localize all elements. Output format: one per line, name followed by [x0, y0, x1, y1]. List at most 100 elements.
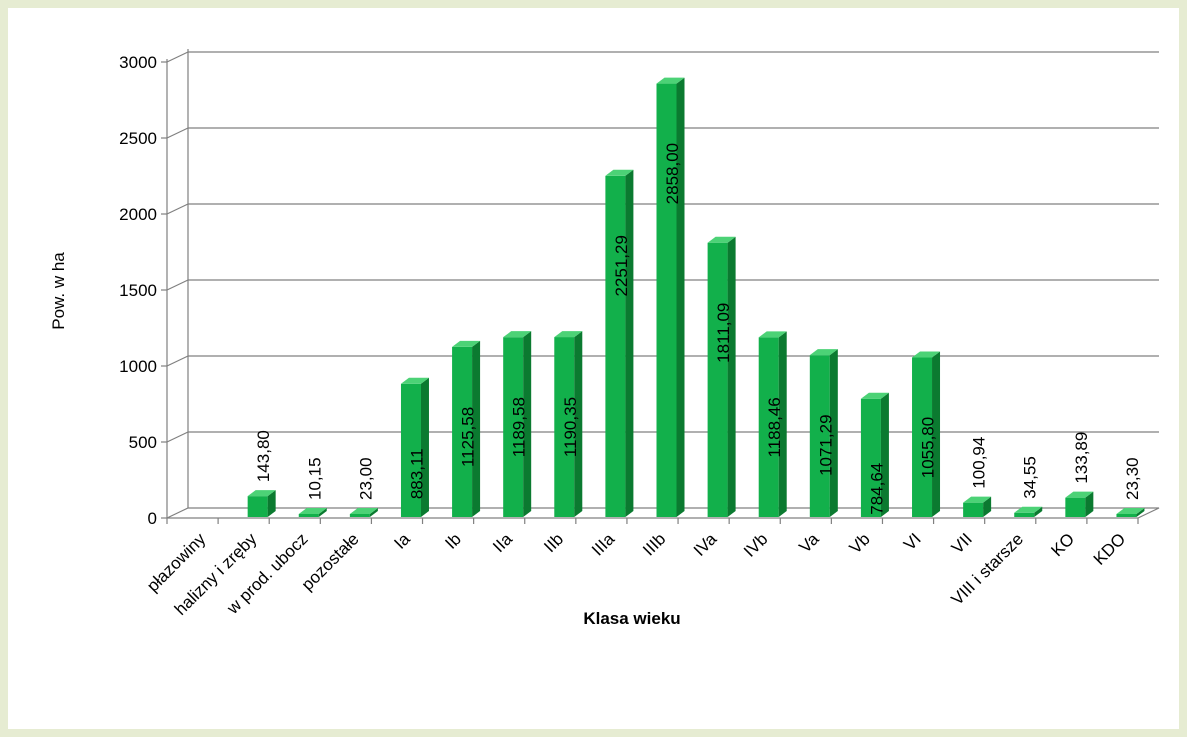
bar-top — [298, 508, 327, 514]
data-label: 1190,35 — [561, 397, 580, 457]
x-tick-label: KDO — [1090, 529, 1129, 568]
bar-top — [707, 236, 736, 243]
y-tick-label: 1500 — [119, 281, 157, 300]
y-tick-label: 500 — [129, 433, 157, 452]
bar-top — [452, 340, 481, 347]
y-tick-label: 3000 — [119, 53, 157, 72]
bar-top — [1116, 508, 1145, 514]
bar-top — [809, 349, 838, 356]
x-axis-label: Klasa wieku — [583, 609, 680, 628]
bar-side — [625, 169, 634, 517]
data-label: 1071,29 — [816, 414, 835, 475]
data-label: 883,11 — [407, 448, 426, 499]
bar-top — [758, 331, 787, 338]
bar — [452, 346, 473, 517]
y-axis-label: Pow. w ha — [49, 252, 68, 330]
data-label: 2251,29 — [612, 235, 631, 296]
bar-side — [880, 392, 889, 517]
bar — [707, 242, 728, 517]
y-tick-label: 2000 — [119, 205, 157, 224]
bar — [1014, 512, 1035, 517]
bar-side — [472, 340, 481, 517]
x-tick-label: IIIb — [639, 529, 669, 559]
data-label: 1055,80 — [919, 417, 938, 478]
y-tick-label: 1000 — [119, 357, 157, 376]
x-tick-label: Va — [795, 529, 823, 557]
bar-top — [400, 377, 429, 384]
bar — [860, 398, 881, 517]
bars — [247, 77, 1145, 518]
bar-side — [369, 508, 378, 517]
gridline-depth — [166, 203, 189, 215]
gridline-depth — [166, 431, 189, 443]
bar — [503, 337, 524, 517]
bar — [758, 337, 779, 517]
bar-top — [912, 351, 941, 358]
bar — [963, 502, 984, 517]
bar-top — [554, 331, 583, 338]
x-tick-label: IVb — [740, 529, 771, 560]
bar — [912, 357, 933, 517]
data-label: 1189,58 — [510, 397, 529, 457]
data-label: 1125,58 — [459, 407, 478, 467]
bar-side — [676, 77, 685, 518]
x-tick-label: IIa — [489, 529, 516, 556]
plot-floor — [166, 507, 1160, 519]
data-label: 34,55 — [1021, 456, 1040, 499]
bar-top — [605, 169, 634, 176]
data-label: 10,15 — [305, 457, 324, 500]
x-tick-label: VI — [900, 529, 925, 554]
bar-top — [860, 392, 889, 399]
bar-top — [1014, 506, 1043, 513]
bar — [1116, 514, 1137, 517]
bar-side — [267, 490, 276, 517]
bar — [298, 514, 319, 517]
bar — [349, 514, 370, 517]
bar-side — [1136, 508, 1145, 517]
bar-side — [1085, 491, 1094, 517]
x-tick-label: Vb — [846, 529, 874, 557]
bar-top — [963, 496, 992, 503]
bar-side — [829, 349, 838, 517]
y-tick-label: 0 — [148, 509, 157, 528]
axes — [166, 49, 1160, 524]
data-label: 784,64 — [867, 463, 886, 515]
data-label: 133,89 — [1072, 432, 1091, 484]
bar-top — [656, 77, 685, 84]
bar — [247, 496, 268, 517]
bar-side — [420, 377, 429, 517]
x-tick-label: IIIa — [588, 529, 619, 560]
bar-side — [1034, 506, 1043, 517]
bar-top — [349, 508, 378, 514]
bar-side — [983, 496, 992, 517]
data-label: 143,80 — [254, 430, 273, 482]
bar-side — [318, 508, 327, 517]
bar-top — [503, 331, 532, 338]
gridline-depth — [166, 355, 189, 367]
bar-side — [727, 236, 736, 517]
bar — [400, 383, 421, 517]
x-tick-label: IVa — [690, 529, 721, 560]
x-tick-label: KO — [1047, 529, 1078, 560]
x-tick-label: Ib — [441, 529, 464, 552]
data-label: 1188,46 — [765, 397, 784, 457]
bar — [656, 83, 677, 518]
bar — [809, 355, 830, 517]
bar — [605, 175, 626, 517]
data-label: 1811,09 — [714, 303, 733, 363]
bar-top — [247, 490, 276, 497]
data-labels: 143,80 10,15 23,00 883,11 1125,58 1189,58 1190… — [254, 143, 1142, 515]
bar — [554, 337, 575, 517]
data-label: 23,30 — [1123, 457, 1142, 500]
x-tick-label: VII — [948, 529, 976, 557]
gridline-depth — [166, 51, 189, 63]
data-label: 100,94 — [970, 437, 989, 489]
bar-side — [523, 331, 532, 517]
y-tick-labels: 0 500 1000 1500 2000 2500 3000 — [119, 53, 167, 528]
bar-side — [778, 331, 787, 517]
bar — [1065, 497, 1086, 517]
data-label: 23,00 — [356, 457, 375, 500]
